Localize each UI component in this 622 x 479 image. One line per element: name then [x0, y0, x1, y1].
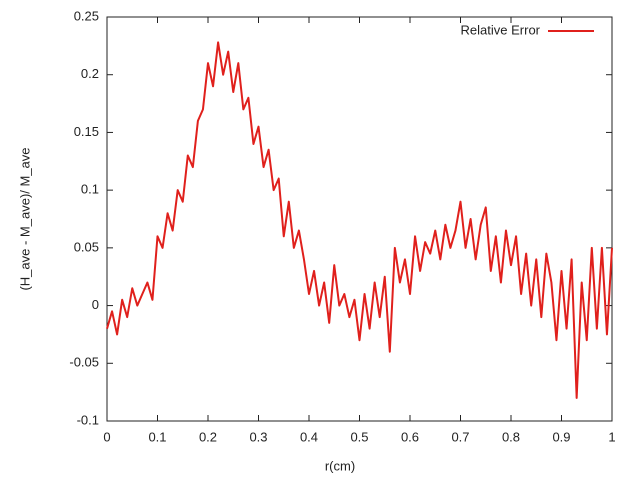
y-tick-label: 0.2 — [81, 66, 99, 81]
legend-label: Relative Error — [461, 22, 541, 37]
x-tick-label: 0.2 — [199, 429, 217, 444]
x-tick-label: 0.6 — [401, 429, 419, 444]
y-tick-label: -0.05 — [69, 355, 99, 370]
x-tick-label: 0.4 — [300, 429, 318, 444]
x-tick-label: 0.9 — [552, 429, 570, 444]
x-tick-label: 0.7 — [451, 429, 469, 444]
x-tick-label: 1 — [608, 429, 615, 444]
x-tick-label: 0.3 — [249, 429, 267, 444]
data-line — [106, 41, 613, 399]
y-axis-label: (H_ave - M_ave)/ M_ave — [17, 147, 32, 290]
x-axis-label: r(cm) — [325, 458, 355, 473]
x-tick-label: 0 — [103, 429, 110, 444]
y-tick-label: 0.15 — [74, 124, 99, 139]
plot-frame — [106, 16, 613, 422]
y-tick-label: 0.1 — [81, 182, 99, 197]
y-tick-label: 0.05 — [74, 239, 99, 254]
y-tick-label: 0 — [92, 297, 99, 312]
x-tick-label: 0.5 — [350, 429, 368, 444]
x-tick-label: 0.1 — [148, 429, 166, 444]
y-tick-label: 0.25 — [74, 8, 99, 23]
y-tick-label: -0.1 — [77, 412, 99, 427]
x-tick-label: 0.8 — [502, 429, 520, 444]
